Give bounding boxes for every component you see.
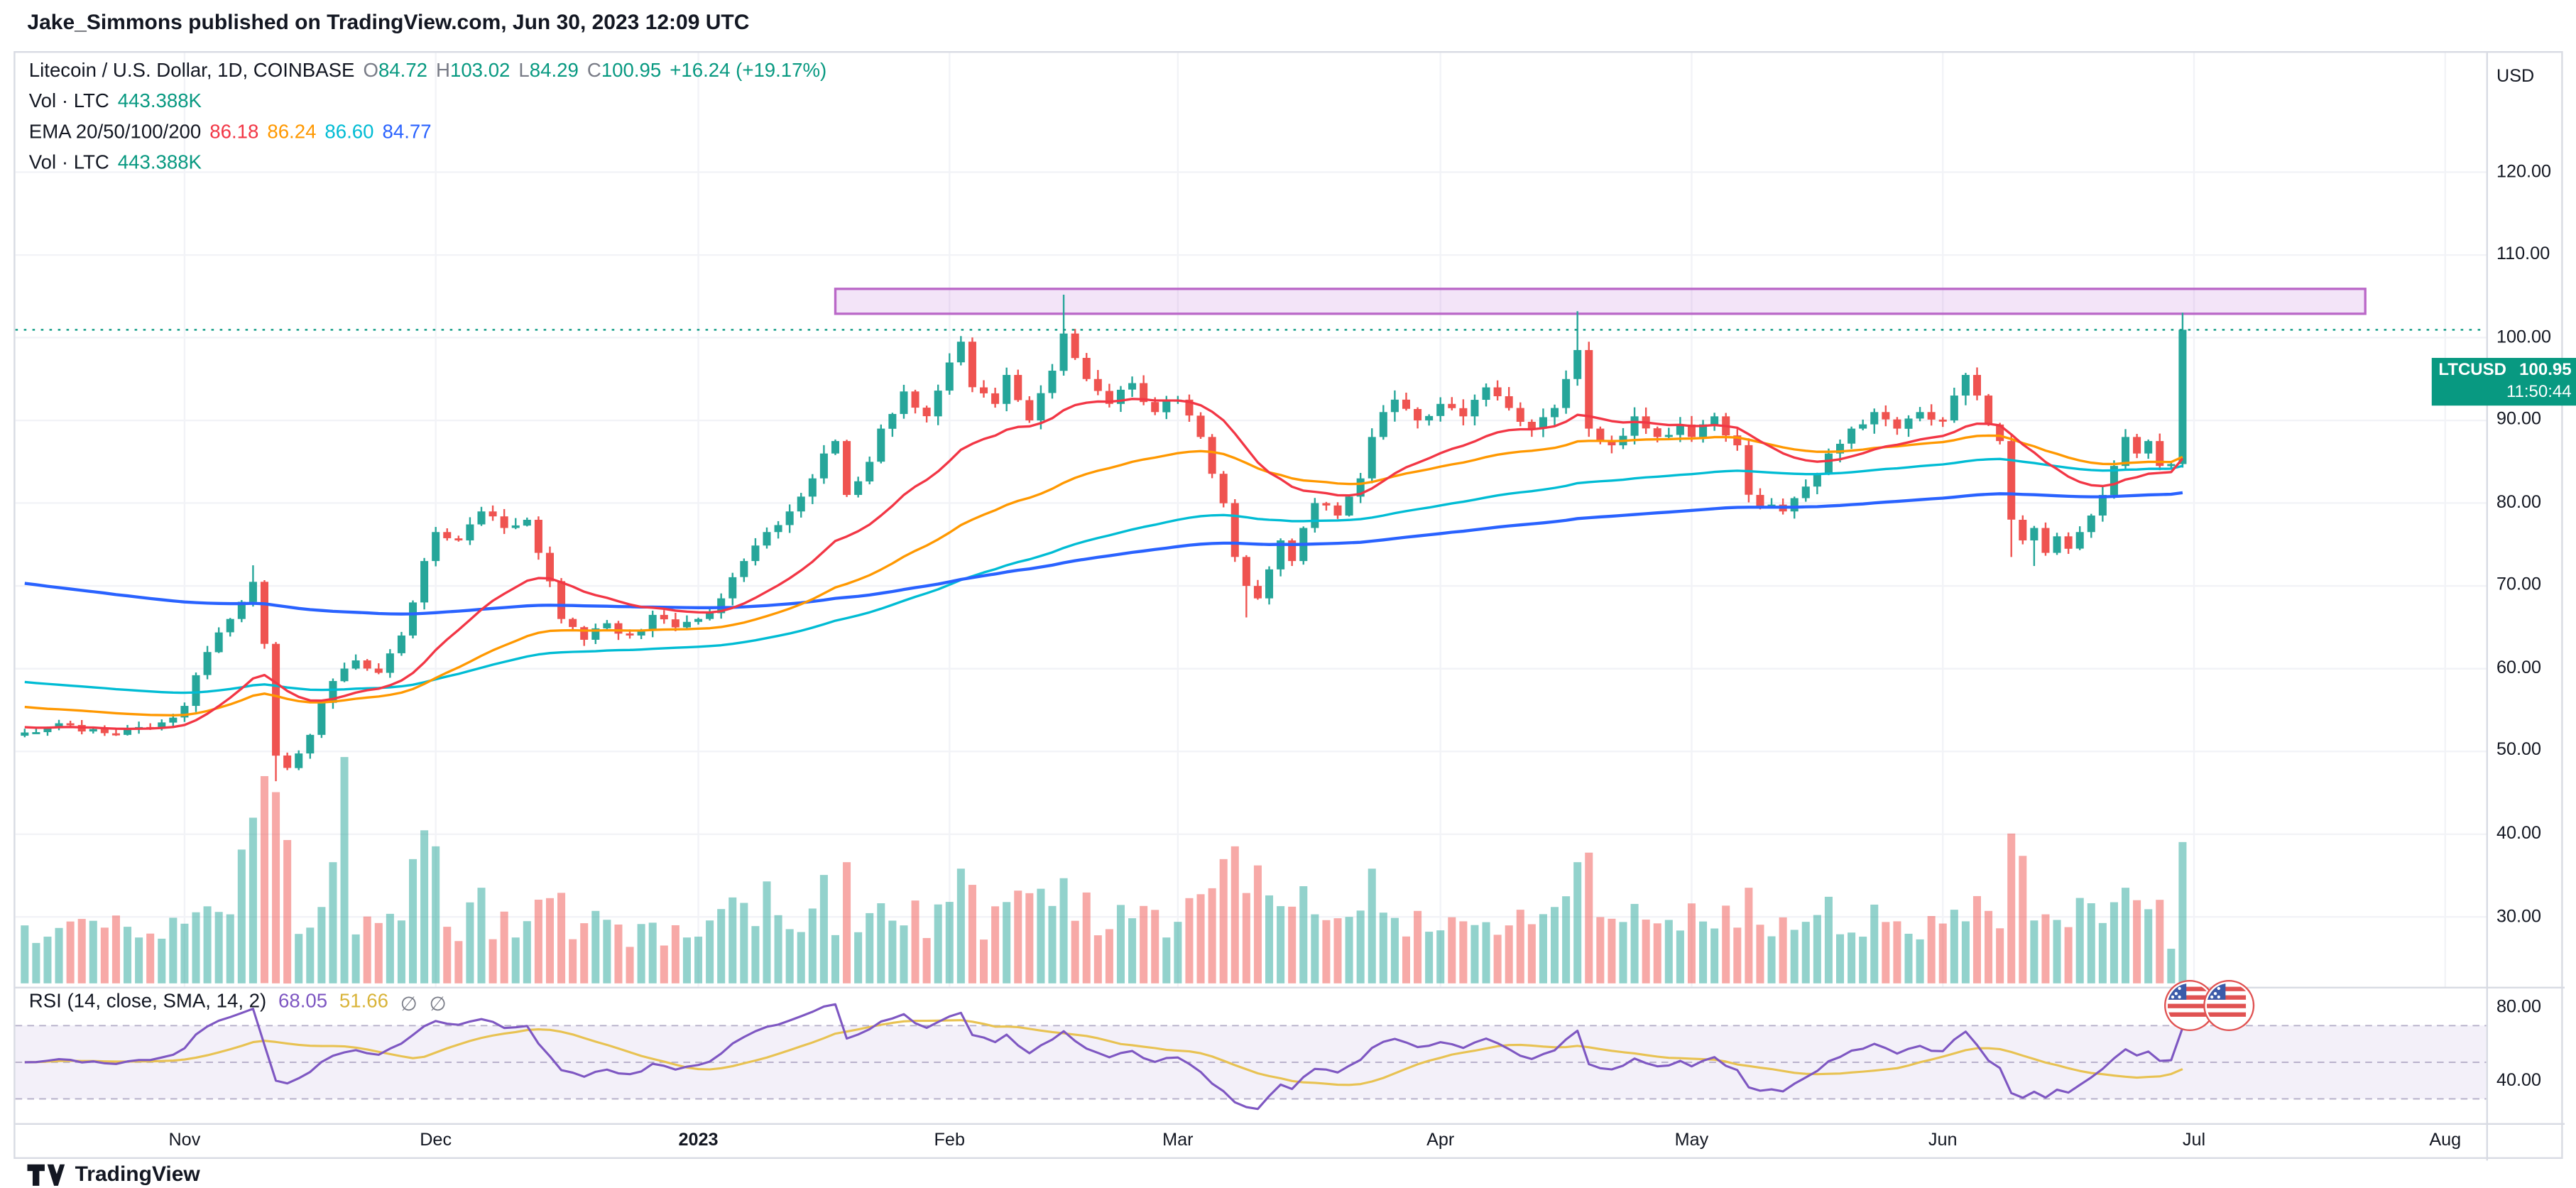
- ohlc-low: L84.29: [518, 61, 579, 82]
- rsi-label: RSI (14, close, SMA, 14, 2): [28, 991, 267, 1013]
- tradingview-mark-icon: [27, 1163, 65, 1185]
- time-axis-tick[interactable]: Jun: [1928, 1130, 1958, 1151]
- tradingview-logo[interactable]: TradingView: [27, 1162, 200, 1187]
- badge-countdown: 11:50:44: [2506, 383, 2572, 403]
- chart-legend: Litecoin / U.S. Dollar, 1D, COINBASE O84…: [29, 60, 826, 182]
- badge-price: 100.95: [2519, 361, 2572, 381]
- time-axis-tick[interactable]: Nov: [168, 1130, 201, 1151]
- time-axis[interactable]: Nov Dec 2023 Feb Mar Apr May Jun Jul Aug: [16, 1123, 2487, 1161]
- time-axis-separator: [15, 1123, 2565, 1126]
- symbol-title: Litecoin / U.S. Dollar, 1D, COINBASE: [28, 61, 355, 82]
- flag-icons: [2166, 981, 2253, 1030]
- ema50-value: 86.24: [267, 122, 317, 143]
- volume-legend-row: Vol · LTC 443.388K: [29, 90, 826, 114]
- rsi-value: 68.05: [278, 991, 328, 1013]
- volume-value-2: 443.388K: [117, 153, 202, 174]
- ohlc-high: H103.02: [436, 61, 511, 82]
- ema-legend-row: EMA 20/50/100/200 86.18 86.24 86.60 84.7…: [29, 121, 826, 145]
- rsi-sma-value: 51.66: [339, 991, 388, 1013]
- price-axis-label: 110.00: [2496, 244, 2550, 265]
- price-axis-label: 80.00: [2496, 491, 2542, 513]
- panel-separator[interactable]: [15, 986, 2565, 988]
- volume-label-2: Vol · LTC: [28, 153, 109, 174]
- time-axis-tick[interactable]: Feb: [934, 1130, 965, 1151]
- badge-symbol: LTCUSD: [2438, 361, 2506, 381]
- time-axis-tick[interactable]: Aug: [2429, 1130, 2462, 1151]
- currency-label: USD: [2496, 66, 2535, 87]
- time-axis-tick[interactable]: May: [1674, 1130, 1709, 1151]
- published-header: Jake_Simmons published on TradingView.co…: [27, 10, 750, 34]
- rsi-empty-icon: ∅: [400, 995, 417, 1016]
- rsi-panel[interactable]: RSI (14, close, SMA, 14, 2) 68.05 51.66 …: [15, 987, 2487, 1123]
- us-flag-icon: [2205, 981, 2253, 1030]
- ema-label: EMA 20/50/100/200: [28, 122, 202, 143]
- time-axis-tick[interactable]: Jul: [2182, 1130, 2206, 1151]
- plot-area[interactable]: Litecoin / U.S. Dollar, 1D, COINBASE O84…: [15, 53, 2487, 1161]
- ema200-value: 84.77: [382, 122, 432, 143]
- rsi-axis-label: 80.00: [2496, 996, 2542, 1017]
- last-price-badge: LTCUSD 100.95 11:50:44: [2431, 358, 2576, 406]
- price-axis-label: 30.00: [2496, 905, 2542, 927]
- chart-frame: Litecoin / U.S. Dollar, 1D, COINBASE O84…: [13, 51, 2576, 1161]
- price-axis-label: 120.00: [2496, 160, 2552, 182]
- price-axis[interactable]: USD 120.00 110.00 100.00 90.00 80.00 70.00 60.…: [2486, 53, 2565, 1161]
- time-axis-tick[interactable]: Dec: [420, 1130, 452, 1151]
- ohlc-open: O84.72: [363, 61, 428, 82]
- volume-legend-row-2: Vol · LTC 443.388K: [29, 152, 826, 176]
- rsi-legend: RSI (14, close, SMA, 14, 2) 68.05 51.66 …: [29, 992, 447, 1016]
- price-volume-chart[interactable]: [15, 53, 2487, 987]
- time-axis-tick[interactable]: Mar: [1162, 1130, 1194, 1151]
- price-axis-label: 100.00: [2496, 326, 2552, 347]
- volume-value: 443.388K: [117, 92, 202, 113]
- price-axis-label: 70.00: [2496, 574, 2542, 596]
- change-value: +16.24 (+19.17%): [670, 61, 827, 82]
- time-axis-tick[interactable]: 2023: [678, 1130, 719, 1151]
- price-axis-label: 40.00: [2496, 823, 2542, 844]
- symbol-legend-row: Litecoin / U.S. Dollar, 1D, COINBASE O84…: [29, 60, 826, 84]
- tradingview-logo-text: TradingView: [75, 1162, 200, 1187]
- ohlc-close: C100.95: [586, 61, 662, 82]
- rsi-empty-icon-2: ∅: [429, 995, 447, 1016]
- ema100-value: 86.60: [324, 122, 374, 143]
- price-axis-label: 50.00: [2496, 740, 2542, 761]
- rsi-axis-label: 40.00: [2496, 1069, 2542, 1090]
- ema20-value: 86.18: [209, 122, 259, 143]
- price-axis-label: 90.00: [2496, 409, 2542, 430]
- time-axis-tick[interactable]: Apr: [1426, 1130, 1455, 1151]
- volume-label: Vol · LTC: [28, 92, 109, 113]
- price-axis-label: 60.00: [2496, 658, 2542, 678]
- rsi-chart[interactable]: [15, 987, 2487, 1123]
